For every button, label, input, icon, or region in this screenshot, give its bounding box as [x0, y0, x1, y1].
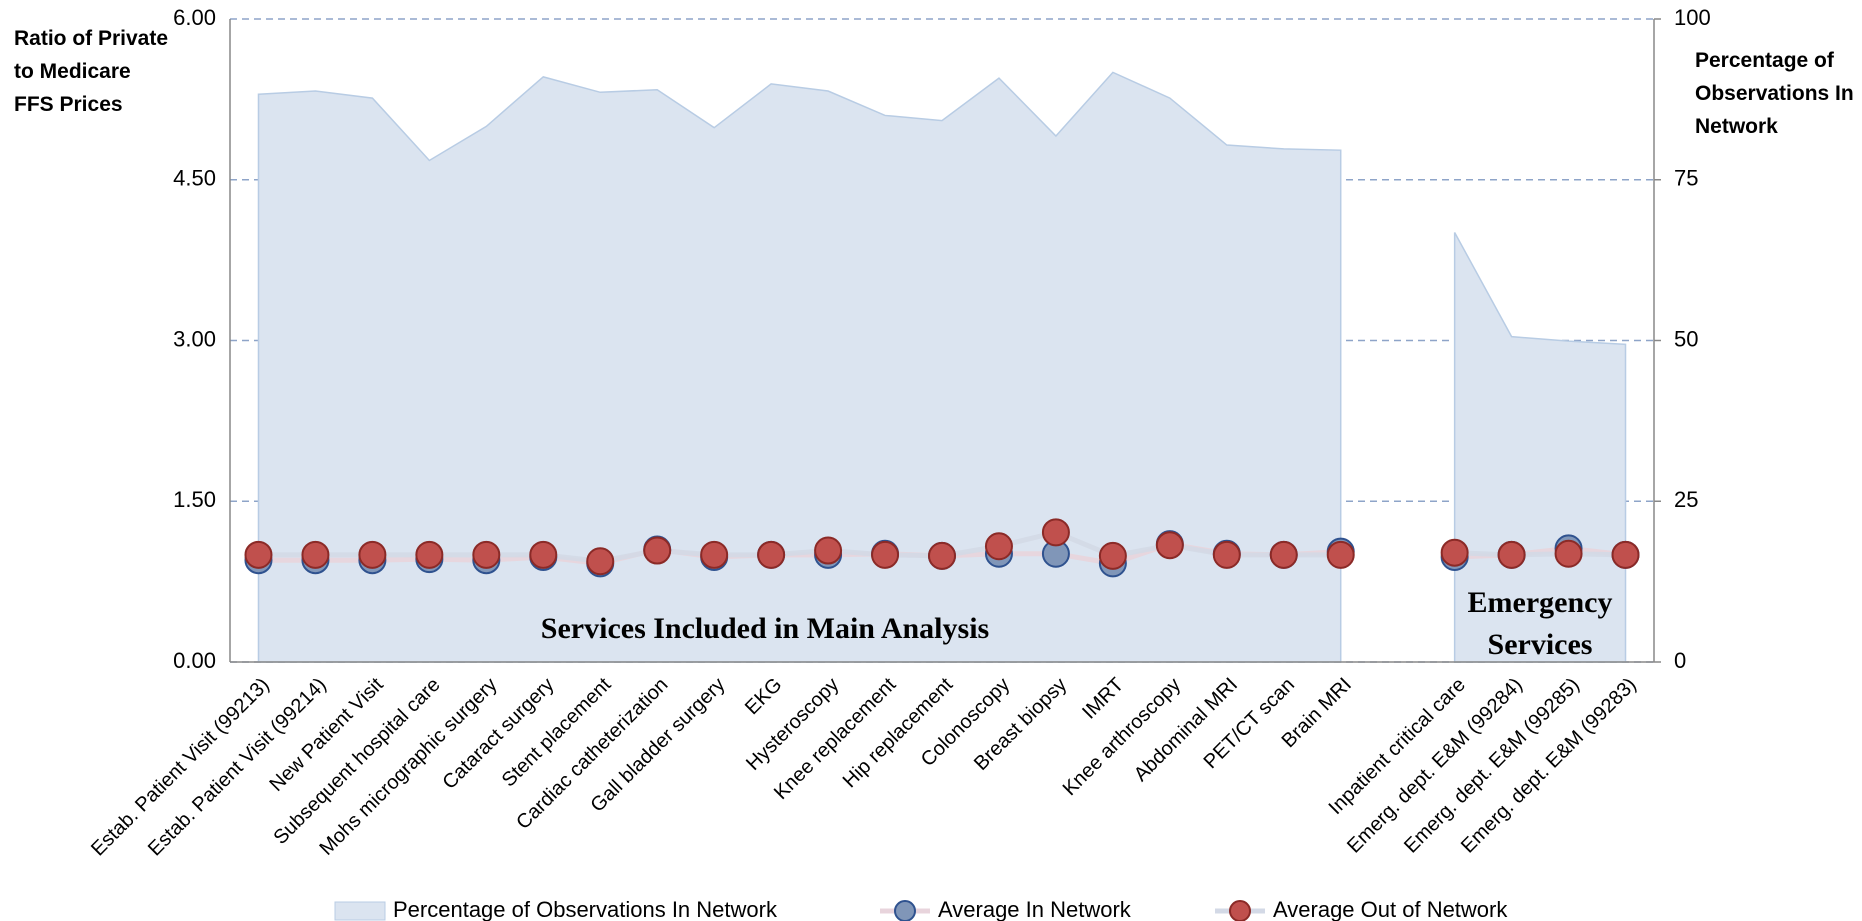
- marker: [1554, 539, 1583, 568]
- annotation: Services Included in Main Analysis: [540, 612, 990, 645]
- y2-tick-label: 50: [1674, 326, 1698, 351]
- marker: [1326, 540, 1355, 569]
- marker: [244, 540, 273, 569]
- annotation: Emergency Services: [1467, 586, 1613, 661]
- marker: [1041, 518, 1070, 547]
- marker: [1497, 540, 1526, 569]
- marker: [1611, 540, 1640, 569]
- y2-axis-title: Percentage of Observations In Network: [1695, 49, 1854, 138]
- x-tick-label: IMRT: [1078, 674, 1128, 724]
- y-tick-label: 6.00: [173, 5, 216, 30]
- marker: [1269, 540, 1298, 569]
- marker: [586, 547, 615, 576]
- legend-label: Average Out of Network: [1273, 897, 1508, 921]
- legend-swatch: [334, 901, 386, 921]
- marker: [1098, 541, 1127, 570]
- marker: [529, 540, 558, 569]
- marker: [757, 540, 786, 569]
- legend-swatch: [894, 900, 916, 921]
- markers: [244, 518, 1640, 578]
- marker: [1440, 538, 1469, 567]
- marker: [700, 540, 729, 569]
- y-tick-label: 4.50: [173, 166, 216, 191]
- y-tick-label: 1.50: [173, 487, 216, 512]
- y2-tick-label: 0: [1674, 648, 1686, 673]
- x-tick-label: Abdominal MRI: [1130, 674, 1242, 786]
- marker: [928, 541, 956, 570]
- y2-tick-label: 100: [1674, 5, 1711, 30]
- areas: [257, 71, 1627, 663]
- marker: [1212, 540, 1241, 569]
- x-tick-label: EKG: [741, 674, 786, 719]
- area: [257, 71, 1627, 663]
- marker: [301, 540, 330, 569]
- marker: [1155, 531, 1184, 560]
- marker: [814, 536, 843, 565]
- legend-label: Average In Network: [938, 897, 1132, 921]
- marker: [415, 540, 444, 569]
- marker: [358, 540, 387, 569]
- marker: [871, 540, 900, 569]
- legend-swatch: [1229, 900, 1251, 921]
- y-tick-label: 0.00: [173, 648, 216, 673]
- y2-tick-label: 25: [1674, 487, 1698, 512]
- y-axis-title: Ratio of Private to Medicare FFS Prices: [14, 27, 169, 116]
- y2-tick-label: 75: [1674, 166, 1698, 191]
- legend-label: Percentage of Observations In Network: [393, 897, 778, 921]
- y-tick-label: 3.00: [173, 326, 216, 351]
- marker: [472, 540, 501, 569]
- marker: [643, 536, 672, 565]
- marker: [984, 532, 1013, 561]
